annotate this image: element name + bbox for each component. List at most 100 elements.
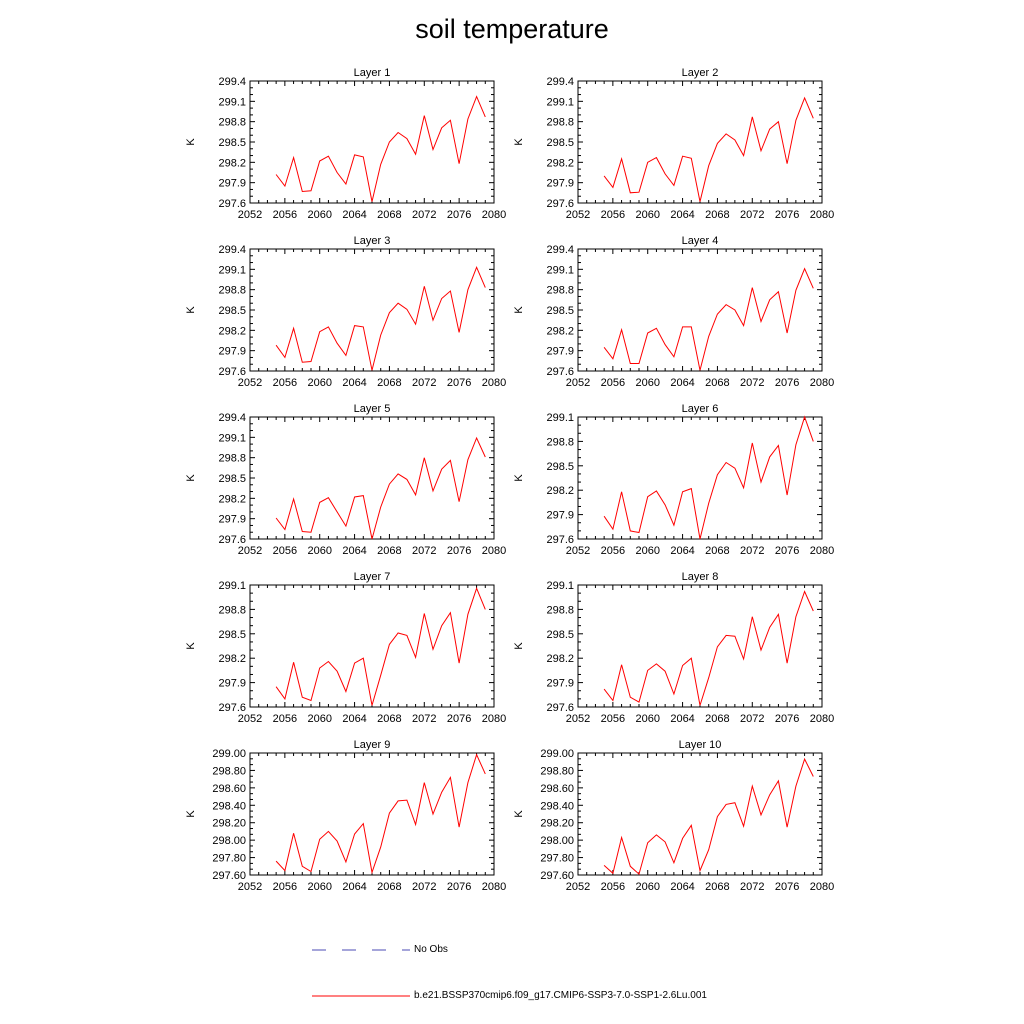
y-tick-label-8: 297.6 bbox=[546, 702, 574, 714]
y-tick-label-10: 297.80 bbox=[540, 853, 574, 865]
y-axis-label-1: K bbox=[185, 138, 197, 146]
y-tick-label-5: 298.2 bbox=[218, 493, 246, 505]
y-tick-label-9: 298.40 bbox=[212, 800, 246, 812]
y-tick-label-5: 297.9 bbox=[218, 514, 246, 526]
x-tick-label-3: 2060 bbox=[307, 377, 331, 389]
series-line-4 bbox=[603, 267, 814, 371]
x-tick-label-1: 2064 bbox=[342, 209, 366, 221]
y-tick-label-7: 298.2 bbox=[218, 653, 246, 665]
panel-title-5: Layer 5 bbox=[354, 403, 391, 415]
y-tick-label-8: 299.1 bbox=[546, 580, 574, 592]
x-tick-label-6: 2056 bbox=[601, 545, 625, 557]
y-tick-label-5: 298.8 bbox=[218, 453, 246, 465]
series-line-3 bbox=[275, 265, 486, 371]
panel-title-8: Layer 8 bbox=[682, 571, 719, 583]
x-tick-label-10: 2068 bbox=[705, 881, 729, 893]
y-tick-label-7: 297.6 bbox=[218, 702, 246, 714]
x-tick-label-8: 2080 bbox=[810, 713, 834, 725]
y-axis-label-4: K bbox=[513, 306, 525, 314]
series-line-5 bbox=[275, 436, 486, 540]
y-tick-label-3: 297.9 bbox=[218, 346, 246, 358]
x-tick-label-7: 2052 bbox=[238, 713, 262, 725]
y-tick-label-10: 298.80 bbox=[540, 765, 574, 777]
x-tick-label-10: 2064 bbox=[670, 881, 694, 893]
y-axis-label-10: K bbox=[513, 810, 525, 818]
plot-frame-2 bbox=[577, 80, 823, 204]
y-tick-label-9: 297.60 bbox=[212, 870, 246, 882]
y-tick-label-6: 298.5 bbox=[546, 461, 574, 473]
y-tick-label-2: 299.4 bbox=[546, 76, 574, 88]
y-tick-label-9: 298.00 bbox=[212, 835, 246, 847]
x-tick-label-3: 2052 bbox=[238, 377, 262, 389]
series-line-9 bbox=[275, 753, 486, 875]
y-tick-label-4: 299.1 bbox=[546, 264, 574, 276]
y-tick-label-9: 298.80 bbox=[212, 765, 246, 777]
x-tick-label-1: 2056 bbox=[273, 209, 297, 221]
y-tick-label-3: 299.1 bbox=[218, 264, 246, 276]
y-tick-label-6: 297.9 bbox=[546, 510, 574, 522]
y-tick-label-4: 298.8 bbox=[546, 285, 574, 297]
y-tick-label-2: 297.6 bbox=[546, 198, 574, 210]
y-tick-label-3: 298.5 bbox=[218, 305, 246, 317]
x-tick-label-7: 2072 bbox=[412, 713, 436, 725]
y-axis-label-6: K bbox=[513, 474, 525, 482]
x-tick-label-10: 2056 bbox=[601, 881, 625, 893]
x-tick-label-4: 2056 bbox=[601, 377, 625, 389]
x-tick-label-8: 2056 bbox=[601, 713, 625, 725]
x-tick-label-2: 2072 bbox=[740, 209, 764, 221]
plot-frame-1 bbox=[249, 80, 495, 204]
plot-frame-9 bbox=[249, 752, 495, 876]
x-tick-label-5: 2076 bbox=[447, 545, 471, 557]
y-tick-label-4: 298.5 bbox=[546, 305, 574, 317]
y-tick-label-3: 298.8 bbox=[218, 285, 246, 297]
y-tick-label-10: 297.60 bbox=[540, 870, 574, 882]
y-tick-label-1: 299.4 bbox=[218, 76, 246, 88]
x-tick-label-4: 2080 bbox=[810, 377, 834, 389]
x-tick-label-9: 2052 bbox=[238, 881, 262, 893]
y-tick-label-4: 299.4 bbox=[546, 244, 574, 256]
x-tick-label-7: 2056 bbox=[273, 713, 297, 725]
y-tick-label-3: 298.2 bbox=[218, 325, 246, 337]
x-tick-label-7: 2076 bbox=[447, 713, 471, 725]
y-axis-label-9: K bbox=[185, 810, 197, 818]
x-tick-label-5: 2068 bbox=[377, 545, 401, 557]
x-tick-label-1: 2052 bbox=[238, 209, 262, 221]
y-tick-label-9: 299.00 bbox=[212, 748, 246, 760]
x-tick-label-5: 2060 bbox=[307, 545, 331, 557]
x-tick-label-10: 2052 bbox=[566, 881, 590, 893]
y-tick-label-2: 298.5 bbox=[546, 137, 574, 149]
y-tick-label-10: 298.00 bbox=[540, 835, 574, 847]
y-tick-label-10: 298.20 bbox=[540, 818, 574, 830]
y-tick-label-6: 298.8 bbox=[546, 436, 574, 448]
x-tick-label-3: 2068 bbox=[377, 377, 401, 389]
panel-title-1: Layer 1 bbox=[354, 67, 391, 79]
panel-title-2: Layer 2 bbox=[682, 67, 719, 79]
y-tick-label-5: 297.6 bbox=[218, 534, 246, 546]
y-tick-label-7: 298.5 bbox=[218, 629, 246, 641]
x-tick-label-7: 2080 bbox=[482, 713, 506, 725]
y-tick-label-2: 298.8 bbox=[546, 117, 574, 129]
y-tick-label-1: 297.6 bbox=[218, 198, 246, 210]
x-tick-label-5: 2056 bbox=[273, 545, 297, 557]
x-tick-label-1: 2080 bbox=[482, 209, 506, 221]
y-tick-label-10: 298.60 bbox=[540, 783, 574, 795]
plot-frame-10 bbox=[577, 752, 823, 876]
y-tick-label-2: 299.1 bbox=[546, 96, 574, 108]
x-tick-label-6: 2068 bbox=[705, 545, 729, 557]
x-tick-label-9: 2056 bbox=[273, 881, 297, 893]
x-tick-label-8: 2072 bbox=[740, 713, 764, 725]
panel-title-6: Layer 6 bbox=[682, 403, 719, 415]
x-tick-label-10: 2060 bbox=[635, 881, 659, 893]
series-line-10 bbox=[603, 757, 814, 876]
y-tick-label-1: 298.2 bbox=[218, 157, 246, 169]
x-tick-label-2: 2080 bbox=[810, 209, 834, 221]
y-tick-label-5: 299.4 bbox=[218, 412, 246, 424]
x-tick-label-2: 2060 bbox=[635, 209, 659, 221]
x-tick-label-8: 2060 bbox=[635, 713, 659, 725]
x-tick-label-9: 2060 bbox=[307, 881, 331, 893]
y-tick-label-2: 298.2 bbox=[546, 157, 574, 169]
panel-title-10: Layer 10 bbox=[679, 739, 722, 751]
x-tick-label-6: 2080 bbox=[810, 545, 834, 557]
plot-frame-5 bbox=[249, 416, 495, 540]
